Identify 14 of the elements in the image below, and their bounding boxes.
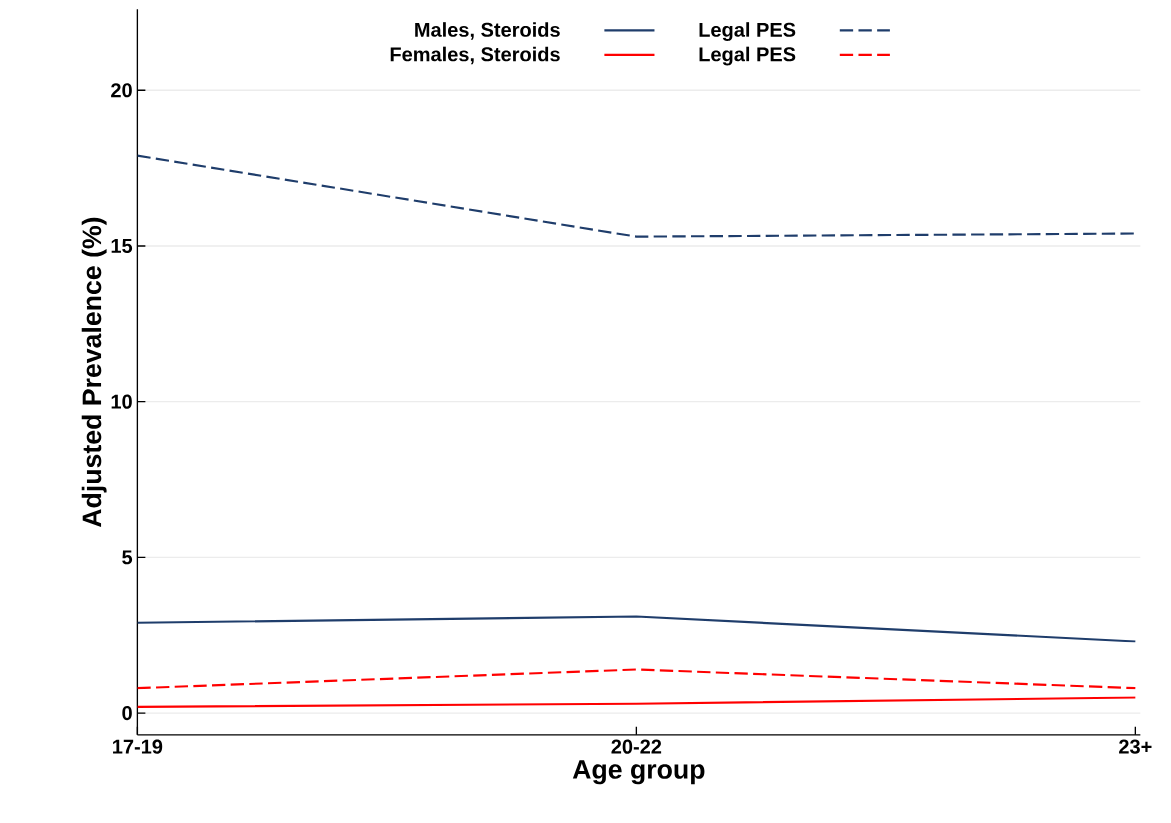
- y-tick-label: 0: [122, 706, 132, 721]
- legend-label: Legal PES: [699, 46, 796, 66]
- y-axis-title: Adjusted Prevalence (%): [81, 217, 107, 528]
- x-tick-label: 20-22: [611, 739, 662, 754]
- y-tick-label: 20: [111, 83, 132, 98]
- x-tick-label: 17-19: [113, 739, 163, 754]
- y-tick-label: 10: [111, 394, 132, 409]
- legend-label: Legal PES: [699, 22, 796, 41]
- x-tick-label: 23+: [1119, 739, 1152, 754]
- y-tick-label: 15: [111, 239, 133, 253]
- legend-label: Males, Steroids: [415, 22, 560, 40]
- y-tick-label: 5: [122, 550, 133, 565]
- x-axis-title: Age group: [572, 760, 705, 785]
- legend-label: Females, Steroids: [390, 46, 560, 65]
